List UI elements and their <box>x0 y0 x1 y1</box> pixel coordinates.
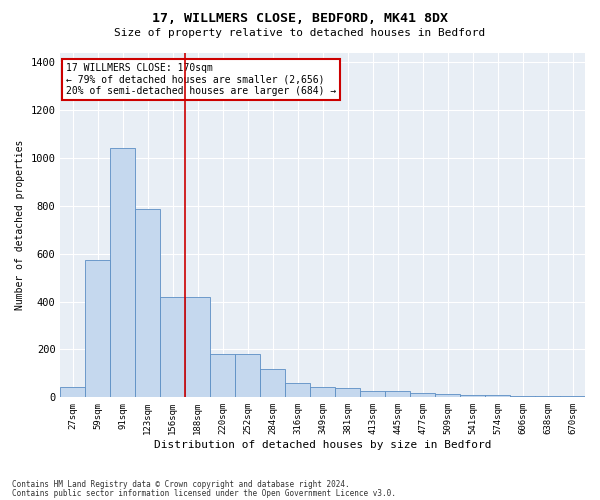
Text: 17 WILLMERS CLOSE: 170sqm
← 79% of detached houses are smaller (2,656)
20% of se: 17 WILLMERS CLOSE: 170sqm ← 79% of detac… <box>65 63 336 96</box>
Bar <box>85 260 110 398</box>
Bar <box>210 354 235 398</box>
Bar <box>360 392 385 398</box>
Bar <box>435 394 460 398</box>
Bar <box>335 388 360 398</box>
Bar <box>510 396 535 398</box>
Bar <box>460 395 485 398</box>
Y-axis label: Number of detached properties: Number of detached properties <box>15 140 25 310</box>
Bar <box>535 396 560 398</box>
Bar <box>485 395 510 398</box>
Text: Size of property relative to detached houses in Bedford: Size of property relative to detached ho… <box>115 28 485 38</box>
Bar <box>110 148 136 398</box>
Bar <box>560 396 585 398</box>
Bar <box>385 392 410 398</box>
Text: Contains public sector information licensed under the Open Government Licence v3: Contains public sector information licen… <box>12 488 396 498</box>
Bar <box>61 386 85 398</box>
Text: Contains HM Land Registry data © Crown copyright and database right 2024.: Contains HM Land Registry data © Crown c… <box>12 480 350 489</box>
Bar <box>260 368 285 398</box>
Bar <box>235 354 260 398</box>
Bar <box>410 392 435 398</box>
Text: 17, WILLMERS CLOSE, BEDFORD, MK41 8DX: 17, WILLMERS CLOSE, BEDFORD, MK41 8DX <box>152 12 448 26</box>
Bar <box>310 386 335 398</box>
Bar <box>285 383 310 398</box>
X-axis label: Distribution of detached houses by size in Bedford: Distribution of detached houses by size … <box>154 440 491 450</box>
Bar <box>160 297 185 398</box>
Bar <box>136 210 160 398</box>
Bar <box>185 297 210 398</box>
